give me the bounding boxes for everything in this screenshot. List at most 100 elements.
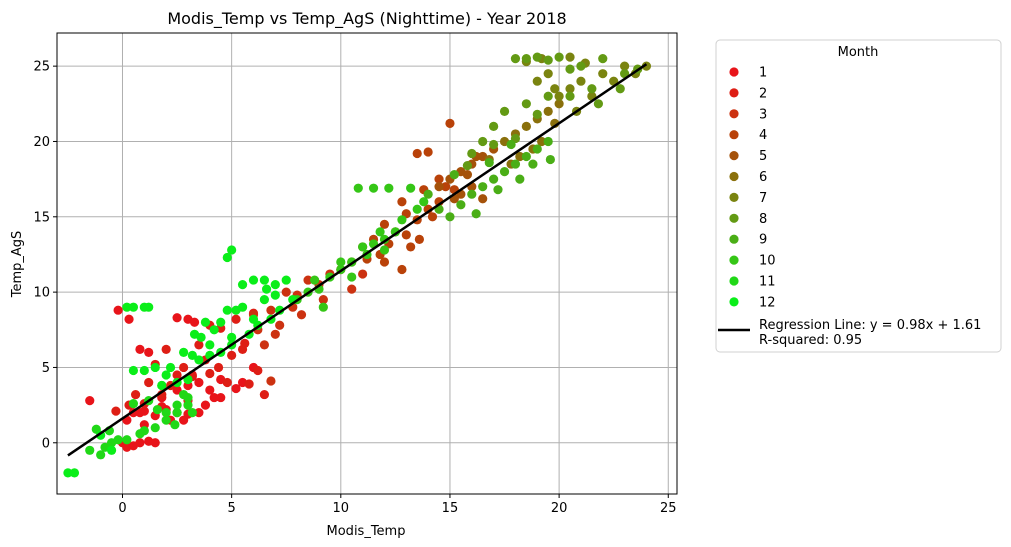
data-point-month-4 xyxy=(440,182,451,192)
legend-marker-month-4 xyxy=(729,130,739,140)
data-point-month-11 xyxy=(172,408,182,418)
data-point-month-2 xyxy=(144,377,154,388)
data-point-month-3 xyxy=(347,284,357,294)
data-point-month-6 xyxy=(515,151,525,162)
legend-marker-month-7 xyxy=(729,192,739,202)
data-point-month-1 xyxy=(124,314,134,324)
data-point-month-12 xyxy=(222,252,232,263)
data-point-month-4 xyxy=(445,118,455,128)
legend-marker-month-1 xyxy=(729,67,739,77)
legend-label-month-8: 8 xyxy=(759,212,767,227)
data-point-month-1 xyxy=(205,385,215,395)
data-point-month-3 xyxy=(358,269,368,279)
data-point-month-11 xyxy=(152,405,163,415)
legend-label-month-5: 5 xyxy=(759,149,767,164)
data-point-month-8 xyxy=(532,109,542,119)
data-point-month-1 xyxy=(113,305,123,315)
data-point-month-4 xyxy=(414,234,424,244)
data-point-month-4 xyxy=(401,230,411,240)
data-point-month-8 xyxy=(543,91,553,101)
legend-label-month-3: 3 xyxy=(759,107,767,122)
data-point-month-1 xyxy=(194,377,204,388)
data-point-month-11 xyxy=(161,415,171,425)
data-point-month-1 xyxy=(231,383,241,394)
data-point-month-3 xyxy=(266,305,276,315)
data-point-month-10 xyxy=(397,215,407,225)
data-point-month-1 xyxy=(85,395,95,406)
data-point-month-1 xyxy=(172,313,182,323)
x-tick-label: 15 xyxy=(442,501,459,516)
data-point-month-8 xyxy=(576,61,586,71)
data-point-month-1 xyxy=(135,344,145,354)
y-tick-label: 20 xyxy=(33,135,50,150)
data-point-month-3 xyxy=(296,310,307,320)
data-point-month-6 xyxy=(554,99,564,109)
legend-label-month-9: 9 xyxy=(759,233,767,248)
data-point-month-12 xyxy=(237,302,248,312)
data-point-month-8 xyxy=(489,139,499,150)
data-point-month-12 xyxy=(165,362,176,373)
y-tick-label: 15 xyxy=(33,210,50,225)
data-point-month-10 xyxy=(318,302,328,312)
legend-frame xyxy=(715,39,1002,353)
data-point-month-2 xyxy=(231,314,241,324)
data-point-month-5 xyxy=(478,194,488,204)
data-point-month-5 xyxy=(462,170,473,180)
data-point-month-9 xyxy=(545,154,555,165)
data-point-month-11 xyxy=(96,450,106,460)
data-point-month-9 xyxy=(510,159,521,169)
data-point-month-2 xyxy=(227,350,237,360)
legend-label-month-7: 7 xyxy=(759,191,767,206)
data-point-month-5 xyxy=(434,182,444,192)
data-point-month-12 xyxy=(281,275,291,285)
data-point-month-4 xyxy=(379,219,390,229)
data-point-month-12 xyxy=(196,332,206,342)
data-point-month-10 xyxy=(347,272,357,282)
data-point-month-9 xyxy=(532,144,542,154)
data-point-month-12 xyxy=(139,365,149,376)
legend-marker-month-9 xyxy=(729,234,739,244)
legend-marker-month-5 xyxy=(729,151,739,161)
data-point-month-11 xyxy=(179,389,189,400)
data-point-month-8 xyxy=(478,136,488,147)
data-point-month-2 xyxy=(240,338,250,348)
data-point-month-1 xyxy=(135,438,145,448)
data-point-month-12 xyxy=(179,347,189,357)
data-point-month-2 xyxy=(130,389,141,400)
y-tick-label: 10 xyxy=(33,286,50,301)
data-point-month-11 xyxy=(187,408,197,418)
data-point-month-12 xyxy=(248,314,259,324)
data-point-month-2 xyxy=(161,344,171,354)
regression-line xyxy=(67,63,648,457)
data-point-month-4 xyxy=(423,147,433,157)
data-point-month-10 xyxy=(384,183,394,193)
data-point-month-8 xyxy=(521,54,531,64)
y-tick-label: 25 xyxy=(33,60,50,75)
legend-r-squared-label: R-squared: 0.95 xyxy=(759,333,862,348)
data-point-month-11 xyxy=(170,420,180,430)
data-point-month-2 xyxy=(172,370,182,380)
data-point-month-1 xyxy=(189,317,200,327)
data-point-month-1 xyxy=(150,438,160,448)
data-point-month-7 xyxy=(550,84,560,94)
data-point-month-3 xyxy=(270,329,280,339)
data-point-month-10 xyxy=(419,197,429,207)
data-point-month-7 xyxy=(565,84,575,94)
x-tick-label: 25 xyxy=(660,501,677,516)
legend-marker-month-6 xyxy=(729,171,739,182)
data-point-month-10 xyxy=(375,227,385,237)
data-point-month-4 xyxy=(379,257,390,267)
data-point-month-7 xyxy=(543,69,553,79)
data-point-month-10 xyxy=(353,183,363,193)
data-point-month-12 xyxy=(122,302,132,312)
data-point-month-12 xyxy=(222,305,232,315)
data-point-month-10 xyxy=(412,204,422,214)
data-point-month-9 xyxy=(515,174,525,184)
data-point-month-6 xyxy=(537,136,547,147)
legend-label-month-10: 10 xyxy=(759,254,776,269)
data-point-month-2 xyxy=(111,406,121,416)
data-point-month-7 xyxy=(554,91,564,101)
y-tick-label: 0 xyxy=(42,436,50,451)
